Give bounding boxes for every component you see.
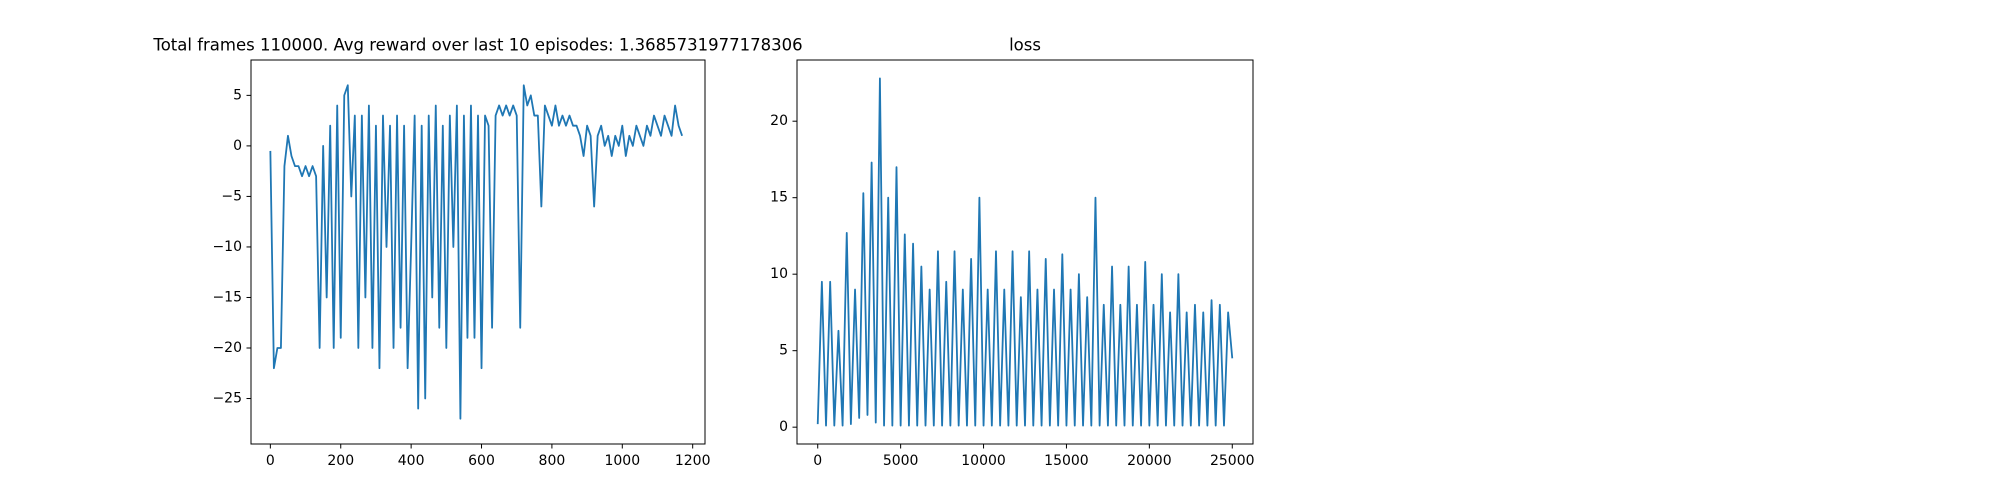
y-tick-label: −5: [221, 188, 242, 204]
y-tick-label: 5: [233, 87, 242, 103]
x-tick-label: 200: [327, 453, 354, 469]
y-tick-label: 10: [770, 266, 788, 282]
y-tick-label: −25: [212, 391, 242, 407]
axes-frame: [796, 59, 1254, 445]
y-tick-label: −15: [212, 289, 242, 305]
y-tick-label: 20: [770, 113, 788, 129]
x-tick-label: 0: [813, 453, 822, 469]
x-tick-label: 15000: [1044, 453, 1089, 469]
y-tick-label: 5: [779, 343, 788, 359]
x-tick-label: 600: [468, 453, 495, 469]
y-tick-label: 0: [779, 419, 788, 435]
x-tick-label: 0: [266, 453, 275, 469]
chart-title: Total frames 110000. Avg reward over las…: [152, 36, 802, 55]
x-tick-label: 1200: [675, 453, 711, 469]
x-tick-label: 800: [539, 453, 566, 469]
data-line: [816, 77, 1234, 427]
y-tick-label: −10: [212, 239, 242, 255]
x-tick-label: 400: [398, 453, 425, 469]
y-tick-label: 0: [233, 138, 242, 154]
chart-title: loss: [1009, 36, 1041, 55]
x-tick-label: 25000: [1210, 453, 1255, 469]
x-tick-label: 5000: [883, 453, 919, 469]
axes-frame: [250, 59, 706, 445]
x-tick-label: 1000: [604, 453, 640, 469]
x-tick-label: 10000: [961, 453, 1006, 469]
data-line: [269, 84, 683, 420]
y-tick-label: −20: [212, 340, 242, 356]
y-tick-label: 15: [770, 190, 788, 206]
x-tick-label: 20000: [1127, 453, 1172, 469]
